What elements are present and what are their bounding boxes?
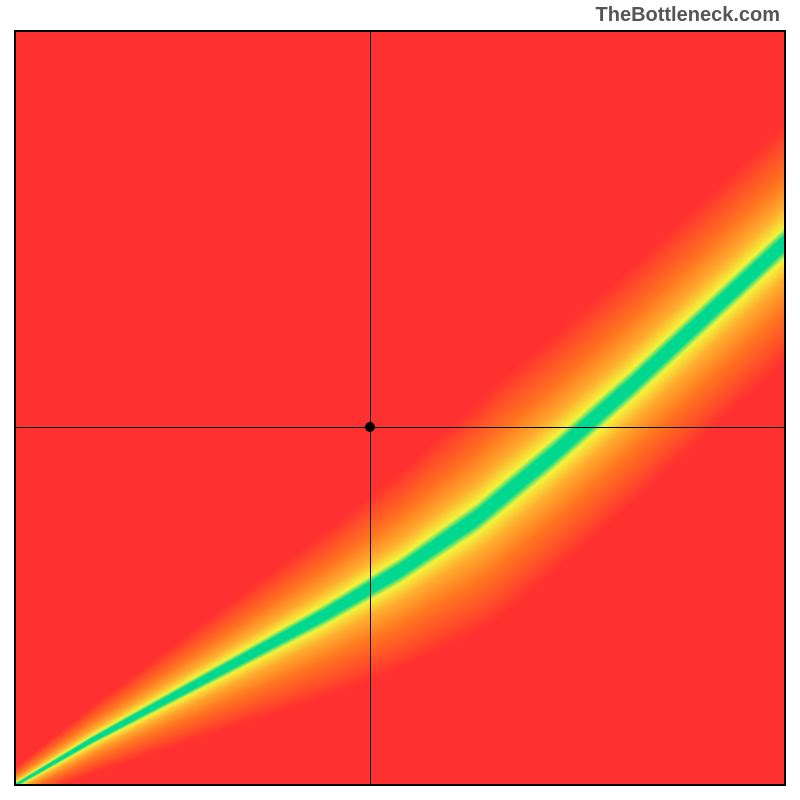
heatmap-canvas: [16, 32, 784, 784]
crosshair-marker: [365, 422, 375, 432]
crosshair-vertical: [370, 32, 371, 784]
watermark-text: TheBottleneck.com: [596, 4, 780, 27]
bottleneck-heatmap: [14, 30, 786, 786]
crosshair-horizontal: [16, 427, 784, 428]
